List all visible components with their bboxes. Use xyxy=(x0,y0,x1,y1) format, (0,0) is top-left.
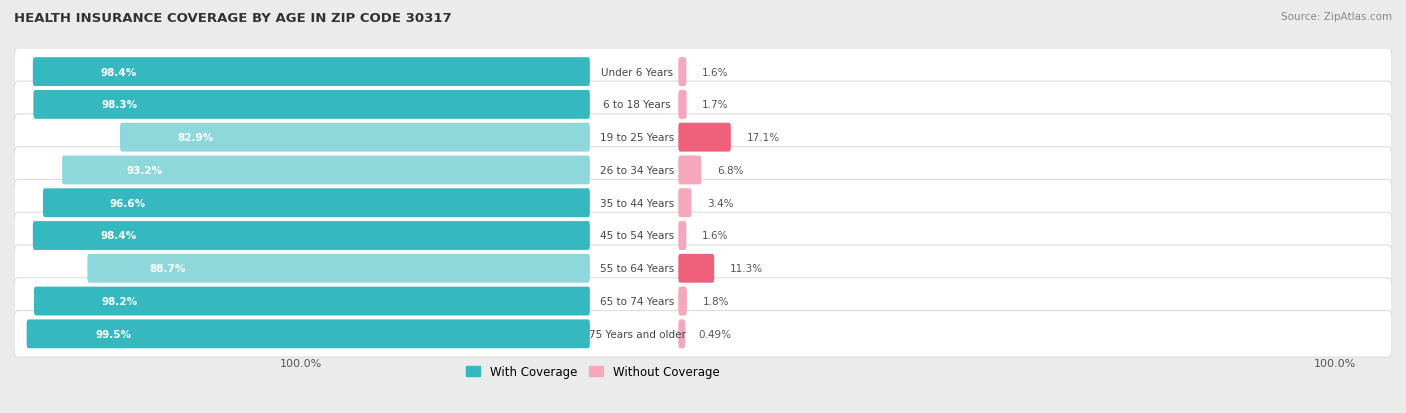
Text: Under 6 Years: Under 6 Years xyxy=(600,67,673,77)
FancyBboxPatch shape xyxy=(678,156,702,185)
Text: 6.8%: 6.8% xyxy=(717,166,744,176)
FancyBboxPatch shape xyxy=(14,245,1392,292)
FancyBboxPatch shape xyxy=(27,320,591,349)
Text: 1.6%: 1.6% xyxy=(702,231,728,241)
Text: 65 to 74 Years: 65 to 74 Years xyxy=(600,297,673,306)
Text: 3.4%: 3.4% xyxy=(707,198,734,208)
FancyBboxPatch shape xyxy=(678,320,685,349)
Text: 1.7%: 1.7% xyxy=(702,100,728,110)
Text: 0.49%: 0.49% xyxy=(699,329,731,339)
Text: 98.3%: 98.3% xyxy=(101,100,138,110)
Text: 82.9%: 82.9% xyxy=(177,133,214,143)
Text: 1.8%: 1.8% xyxy=(703,297,728,306)
FancyBboxPatch shape xyxy=(14,115,1392,161)
FancyBboxPatch shape xyxy=(14,180,1392,226)
FancyBboxPatch shape xyxy=(62,156,591,185)
FancyBboxPatch shape xyxy=(678,221,686,250)
Text: 98.4%: 98.4% xyxy=(101,67,138,77)
FancyBboxPatch shape xyxy=(14,82,1392,128)
FancyBboxPatch shape xyxy=(32,58,591,87)
FancyBboxPatch shape xyxy=(87,254,591,283)
Text: 45 to 54 Years: 45 to 54 Years xyxy=(600,231,673,241)
Text: 26 to 34 Years: 26 to 34 Years xyxy=(600,166,673,176)
Legend: With Coverage, Without Coverage: With Coverage, Without Coverage xyxy=(461,360,724,383)
FancyBboxPatch shape xyxy=(678,91,686,119)
Text: 35 to 44 Years: 35 to 44 Years xyxy=(600,198,673,208)
Text: 75 Years and older: 75 Years and older xyxy=(589,329,685,339)
Text: 1.6%: 1.6% xyxy=(702,67,728,77)
Text: 55 to 64 Years: 55 to 64 Years xyxy=(600,263,673,273)
Text: 6 to 18 Years: 6 to 18 Years xyxy=(603,100,671,110)
FancyBboxPatch shape xyxy=(14,278,1392,325)
FancyBboxPatch shape xyxy=(678,58,686,87)
Text: 100.0%: 100.0% xyxy=(1313,358,1355,368)
FancyBboxPatch shape xyxy=(678,189,692,218)
FancyBboxPatch shape xyxy=(678,123,731,152)
Text: 100.0%: 100.0% xyxy=(280,358,322,368)
FancyBboxPatch shape xyxy=(14,49,1392,96)
Text: Source: ZipAtlas.com: Source: ZipAtlas.com xyxy=(1281,12,1392,22)
FancyBboxPatch shape xyxy=(678,254,714,283)
FancyBboxPatch shape xyxy=(14,213,1392,259)
Text: 11.3%: 11.3% xyxy=(730,263,763,273)
FancyBboxPatch shape xyxy=(678,287,688,316)
Text: 98.2%: 98.2% xyxy=(103,297,138,306)
FancyBboxPatch shape xyxy=(120,123,591,152)
Text: 99.5%: 99.5% xyxy=(96,329,132,339)
Text: 19 to 25 Years: 19 to 25 Years xyxy=(600,133,673,143)
FancyBboxPatch shape xyxy=(34,91,591,119)
FancyBboxPatch shape xyxy=(44,189,591,218)
Text: HEALTH INSURANCE COVERAGE BY AGE IN ZIP CODE 30317: HEALTH INSURANCE COVERAGE BY AGE IN ZIP … xyxy=(14,12,451,25)
Text: 98.4%: 98.4% xyxy=(101,231,138,241)
FancyBboxPatch shape xyxy=(14,311,1392,357)
Text: 93.2%: 93.2% xyxy=(127,166,163,176)
FancyBboxPatch shape xyxy=(34,287,591,316)
FancyBboxPatch shape xyxy=(32,221,591,250)
FancyBboxPatch shape xyxy=(14,147,1392,194)
Text: 17.1%: 17.1% xyxy=(747,133,779,143)
Text: 88.7%: 88.7% xyxy=(149,263,186,273)
Text: 96.6%: 96.6% xyxy=(110,198,146,208)
